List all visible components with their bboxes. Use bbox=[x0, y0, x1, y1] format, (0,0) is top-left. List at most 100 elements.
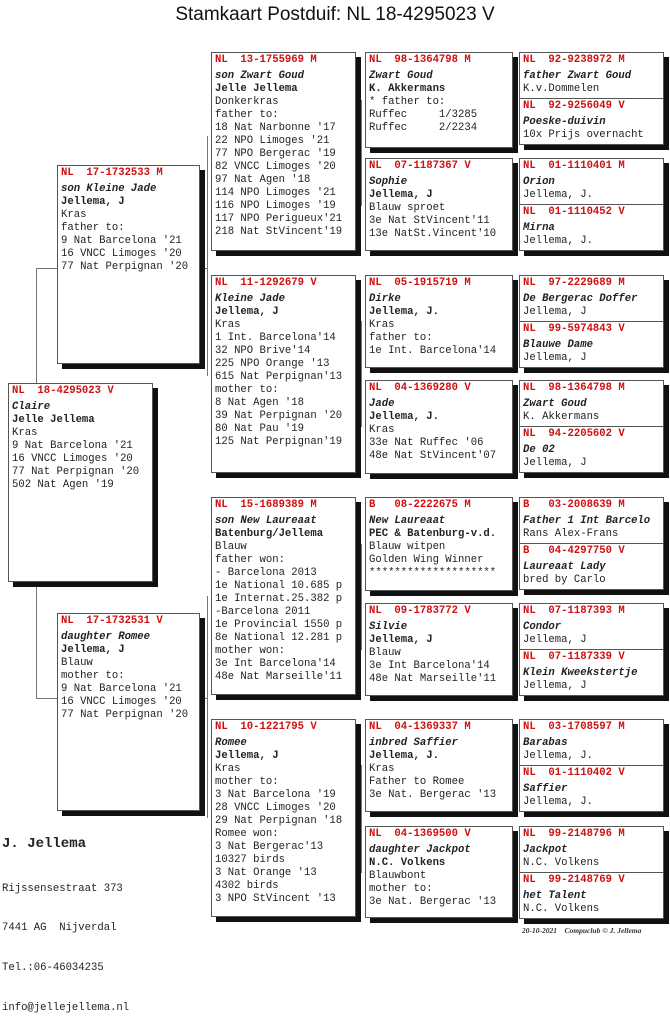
info-line: -Barcelona 2011 bbox=[215, 606, 311, 618]
info-line: 1e Internat.25.382 p bbox=[215, 593, 343, 605]
info-line: Kras bbox=[61, 209, 87, 221]
pigeon-card[interactable]: B 08-2222675 M New Laureaat PEC & Batenbur… bbox=[365, 497, 513, 591]
pigeon-card[interactable]: NL 98-1364798 M Zwart Goud K. Akkermans * f… bbox=[365, 52, 513, 148]
pigeon-card[interactable]: NL 92-9256049 V Poeske-duivin 10x Prijs ov… bbox=[519, 98, 664, 145]
connector-line bbox=[513, 206, 516, 207]
pigeon-card[interactable]: NL 94-2205602 V De 02 Jellema, J bbox=[519, 426, 664, 473]
pigeon-card[interactable]: B 03-2008639 M Father 1 Int Barcelo Rans A… bbox=[519, 497, 664, 544]
info-line: Blauwbont bbox=[369, 870, 427, 882]
info-line: mother to: bbox=[61, 670, 125, 682]
info-line: 502 Nat Agen '19 bbox=[12, 479, 114, 491]
owner: Jellema, J. bbox=[369, 306, 439, 318]
pigeon-name: Klein Kweekstertje bbox=[523, 667, 638, 679]
owner: Jellema, J bbox=[215, 306, 279, 318]
info-line: 22 NPO Limoges '21 bbox=[215, 135, 330, 147]
pigeon-card[interactable]: NL 04-1369337 M inbred Saffier Jellema, J.… bbox=[365, 719, 513, 812]
pigeon-card[interactable]: NL 18-4295023 V Claire Jelle Jellema Kras 9 … bbox=[8, 383, 153, 582]
info-line: 13e NatSt.Vincent'10 bbox=[369, 228, 497, 240]
ring-number: B 03-2008639 M bbox=[523, 499, 625, 511]
pigeon-name: Zwart Goud bbox=[523, 398, 587, 410]
ring-number: NL 03-1708597 M bbox=[523, 721, 625, 733]
info-line: 114 NPO Limoges '21 bbox=[215, 187, 336, 199]
pigeon-card[interactable]: NL 10-1221795 V Romee Jellema, J Kras mother… bbox=[211, 719, 356, 917]
ring-number: NL 92-9238972 M bbox=[523, 54, 625, 66]
pigeon-card[interactable]: NL 13-1755969 M son Zwart Goud Jelle Jelle… bbox=[211, 52, 356, 251]
pigeon-card[interactable]: NL 99-5974843 V Blauwe Dame Jellema, J bbox=[519, 321, 664, 368]
owner: Jellema, J. bbox=[369, 750, 439, 762]
pigeon-name: Saffier bbox=[523, 783, 568, 795]
pigeon-card[interactable]: NL 97-2229689 M De Bergerac Doffer Jellema… bbox=[519, 275, 664, 322]
pigeon-card[interactable]: NL 04-1369500 V daughter Jackpot N.C. Volk… bbox=[365, 826, 513, 918]
pigeon-card[interactable]: NL 05-1915719 M Dirke Jellema, J. Kras fathe… bbox=[365, 275, 513, 368]
ring-number: NL 18-4295023 V bbox=[12, 385, 114, 397]
info-line: Ruffec 2/2234 bbox=[369, 122, 478, 134]
info-line: 3e Nat. Bergerac '13 bbox=[369, 789, 497, 801]
pigeon-card[interactable]: NL 11-1292679 V Kleine Jade Jellema, J Kras… bbox=[211, 275, 356, 473]
ring-number: NL 11-1292679 V bbox=[215, 277, 317, 289]
info-line: Romee won: bbox=[215, 828, 279, 840]
owner: Jellema, J. bbox=[523, 189, 593, 201]
pigeon-card[interactable]: NL 07-1187393 M Condor Jellema, J bbox=[519, 603, 664, 650]
pigeon-card[interactable]: B 04-4297750 V Laureaat Lady bred by Carlo bbox=[519, 543, 664, 590]
owner: Jellema, J. bbox=[523, 235, 593, 247]
address-email[interactable]: info@jellejellema.nl bbox=[2, 1002, 130, 1015]
pigeon-name: Kleine Jade bbox=[215, 293, 285, 305]
info-line: - Barcelona 2013 bbox=[215, 567, 317, 579]
pigeon-name: De Bergerac Doffer bbox=[523, 293, 638, 305]
address-city: 7441 AG Nijverdal bbox=[2, 922, 117, 935]
info-line: 3e Nat. Bergerac '13 bbox=[369, 896, 497, 908]
pigeon-card[interactable]: NL 09-1783772 V Silvie Jellema, J Blauw 3e I… bbox=[365, 603, 513, 696]
pigeon-card[interactable]: NL 99-2148796 M Jackpot N.C. Volkens bbox=[519, 826, 664, 873]
pigeon-card[interactable]: NL 01-1110401 M Orion Jellema, J. bbox=[519, 158, 664, 205]
ring-number: NL 07-1187367 V bbox=[369, 160, 471, 172]
connector-line bbox=[356, 818, 362, 819]
owner: Jellema, J bbox=[523, 352, 587, 364]
pigeon-name: Father 1 Int Barcelo bbox=[523, 515, 651, 527]
info-line: 3e Int Barcelona'14 bbox=[215, 658, 336, 670]
ring-number: NL 98-1364798 M bbox=[369, 54, 471, 66]
pigeon-name: son Zwart Goud bbox=[215, 70, 305, 82]
connector-line bbox=[207, 596, 208, 818]
owner: K. Akkermans bbox=[369, 83, 446, 95]
pigeon-card[interactable]: NL 98-1364798 M Zwart Goud K. Akkermans bbox=[519, 380, 664, 427]
address-phone: Tel.:06-46034235 bbox=[2, 962, 104, 975]
pigeon-card[interactable]: NL 99-2148769 V het Talent N.C. Volkens bbox=[519, 872, 664, 919]
ring-number: NL 04-1369280 V bbox=[369, 382, 471, 394]
ring-number: NL 17-1732533 M bbox=[61, 167, 163, 179]
pigeon-card[interactable]: NL 07-1187367 V Sophie Jellema, J Blauw spr… bbox=[365, 158, 513, 251]
pigeon-card[interactable]: NL 92-9238972 M father Zwart Goud K.v.Domm… bbox=[519, 52, 664, 99]
connector-line bbox=[36, 582, 37, 698]
pigeon-name: Barabas bbox=[523, 737, 568, 749]
pigeon-card[interactable]: NL 15-1689389 M son New Laureaat Batenburg… bbox=[211, 497, 356, 695]
info-line: 1 Int. Barcelona'14 bbox=[215, 332, 336, 344]
info-line: 10327 birds bbox=[215, 854, 285, 866]
info-line: 3 Nat Orange '13 bbox=[215, 867, 317, 879]
owner: Jellema, J bbox=[369, 634, 433, 646]
owner: K.v.Dommelen bbox=[523, 83, 600, 95]
pigeon-card[interactable]: NL 04-1369280 V Jade Jellema, J. Kras 33e Na… bbox=[365, 380, 513, 474]
info-line: 1e Int. Barcelona'14 bbox=[369, 345, 497, 357]
info-line: 48e Nat Marseille'11 bbox=[215, 671, 343, 683]
pigeon-card[interactable]: NL 01-1110402 V Saffier Jellema, J. bbox=[519, 765, 664, 812]
pigeon-card[interactable]: NL 07-1187339 V Klein Kweekstertje Jellema… bbox=[519, 649, 664, 696]
info-line: Donkerkras bbox=[215, 96, 279, 108]
pigeon-card[interactable]: NL 17-1732533 M son Kleine Jade Jellema, J… bbox=[57, 165, 200, 364]
connector-line bbox=[513, 100, 516, 101]
pigeon-name: Dirke bbox=[369, 293, 401, 305]
info-line: 3e Nat StVincent'11 bbox=[369, 215, 490, 227]
connector-line bbox=[513, 874, 516, 875]
ring-number: NL 01-1110401 M bbox=[523, 160, 625, 172]
info-line: ******************** bbox=[369, 567, 497, 579]
info-line: father to: bbox=[61, 222, 125, 234]
owner: N.C. Volkens bbox=[369, 857, 446, 869]
ring-number: NL 09-1783772 V bbox=[369, 605, 471, 617]
pigeon-card[interactable]: NL 01-1110452 V Mirna Jellema, J. bbox=[519, 204, 664, 251]
info-line: 39 Nat Perpignan '20 bbox=[215, 410, 343, 422]
pigeon-card[interactable]: NL 03-1708597 M Barabas Jellema, J. bbox=[519, 719, 664, 766]
connector-line bbox=[513, 545, 516, 546]
ring-number: NL 92-9256049 V bbox=[523, 100, 625, 112]
connector-line bbox=[356, 596, 362, 597]
ring-number: NL 99-2148796 M bbox=[523, 828, 625, 840]
owner: 10x Prijs overnacht bbox=[523, 129, 644, 141]
